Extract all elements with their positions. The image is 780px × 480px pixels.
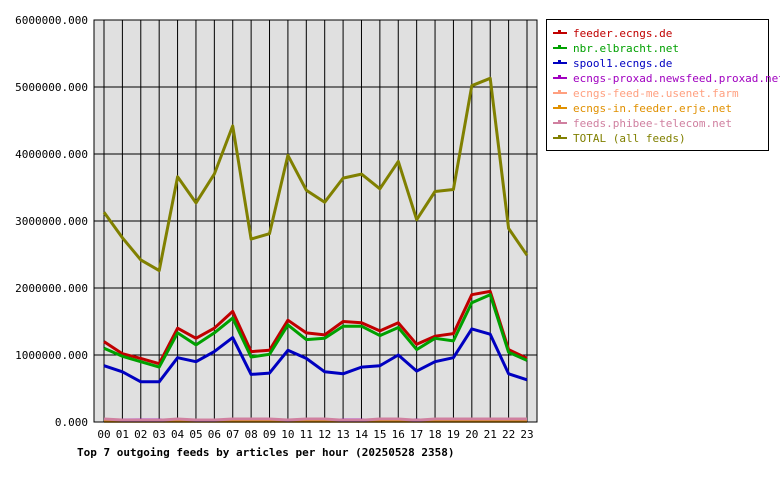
legend-swatch — [553, 103, 567, 113]
legend-swatch — [553, 73, 567, 83]
x-tick-label: 19 — [447, 428, 460, 441]
series-line-7 — [102, 76, 529, 273]
x-tick-label: 21 — [484, 428, 497, 441]
series-line-1 — [103, 293, 528, 369]
series-line-2 — [103, 327, 528, 384]
legend-item: ecngs-proxad.newsfeed.proxad.net — [553, 71, 780, 85]
legend-label: ecngs-feed-me.usenet.farm — [573, 86, 739, 100]
legend-label: ecngs-proxad.newsfeed.proxad.net — [573, 71, 780, 85]
plot-frame — [93, 19, 538, 423]
x-tick-label: 06 — [208, 428, 221, 441]
legend-swatch — [553, 28, 567, 38]
legend-label: feeds.phibee-telecom.net — [573, 116, 732, 130]
x-tick-label: 16 — [392, 428, 405, 441]
x-tick-label: 03 — [153, 428, 166, 441]
x-tick-label: 23 — [520, 428, 533, 441]
y-tick-label: 5000000.000 — [15, 81, 88, 94]
x-tick-label: 10 — [281, 428, 294, 441]
series-lines — [102, 76, 529, 423]
x-tick-label: 01 — [116, 428, 129, 441]
legend-label: feeder.ecngs.de — [573, 26, 673, 40]
legend-item: spool1.ecngs.de — [553, 56, 672, 70]
x-tick-label: 11 — [300, 428, 313, 441]
legend-swatch — [553, 118, 567, 128]
x-tick-label: 14 — [355, 428, 369, 441]
legend-label: spool1.ecngs.de — [573, 56, 673, 70]
x-tick-label: 04 — [171, 428, 185, 441]
chart-title: Top 7 outgoing feeds by articles per hou… — [77, 446, 455, 459]
x-tick-label: 07 — [226, 428, 239, 441]
legend-swatch — [553, 133, 567, 143]
y-tick-label: 1000000.000 — [15, 349, 88, 362]
series-line-6 — [103, 417, 527, 422]
legend-swatch — [553, 58, 567, 68]
x-tick-label: 15 — [373, 428, 386, 441]
y-axis-tick-labels: 0.000 1000000.000 2000000.000 3000000.000 40… — [15, 14, 88, 429]
legend-label: ecngs-in.feeder.erje.net — [573, 101, 732, 115]
legend-swatch — [553, 43, 567, 53]
legend-swatch — [553, 88, 567, 98]
x-tick-label: 22 — [502, 428, 515, 441]
x-tick-label: 12 — [318, 428, 331, 441]
legend: feeder.ecngs.de nbr.elbracht.net spool1.ec… — [546, 19, 780, 151]
y-tick-label: 0.000 — [55, 416, 88, 429]
x-tick-label: 02 — [134, 428, 147, 441]
legend-label: nbr.elbracht.net — [573, 41, 679, 55]
x-tick-label: 20 — [465, 428, 478, 441]
y-tick-label: 3000000.000 — [15, 215, 88, 228]
y-tick-label: 2000000.000 — [15, 282, 88, 295]
y-tick-label: 6000000.000 — [15, 14, 88, 27]
series-line-0 — [103, 289, 528, 366]
x-axis-tick-labels: 00 01 02 03 04 05 06 07 08 09 10 11 12 13 14 15 16 17 18 19… — [97, 428, 533, 441]
x-tick-label: 08 — [245, 428, 258, 441]
x-tick-label: 17 — [410, 428, 423, 441]
x-tick-label: 09 — [263, 428, 276, 441]
legend-item: ecngs-in.feeder.erje.net — [553, 101, 732, 115]
x-tick-label: 13 — [336, 428, 349, 441]
y-tick-label: 4000000.000 — [15, 148, 88, 161]
legend-item: feeder.ecngs.de — [553, 26, 672, 40]
x-tick-label: 00 — [97, 428, 110, 441]
legend-item: nbr.elbracht.net — [553, 41, 679, 55]
legend-item: ecngs-feed-me.usenet.farm — [553, 86, 739, 100]
x-tick-label: 18 — [428, 428, 441, 441]
x-tick-label: 05 — [189, 428, 202, 441]
legend-item: feeds.phibee-telecom.net — [553, 116, 732, 130]
legend-label: TOTAL (all feeds) — [573, 131, 686, 145]
legend-item: TOTAL (all feeds) — [553, 131, 686, 145]
